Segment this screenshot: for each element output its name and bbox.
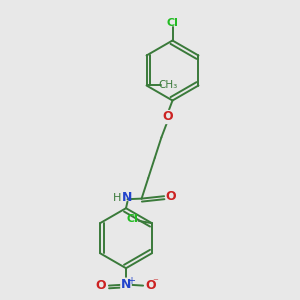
Text: O: O [96,279,106,292]
Text: H: H [113,193,122,203]
Text: Cl: Cl [167,17,178,28]
Text: +: + [128,276,135,286]
Text: CH₃: CH₃ [159,80,178,91]
Text: O: O [146,279,156,292]
Text: Cl: Cl [127,214,138,224]
Text: N: N [121,278,131,291]
Text: O: O [165,190,176,203]
Text: O: O [163,110,173,124]
Text: ⁻: ⁻ [152,277,158,287]
Text: N: N [122,191,133,204]
